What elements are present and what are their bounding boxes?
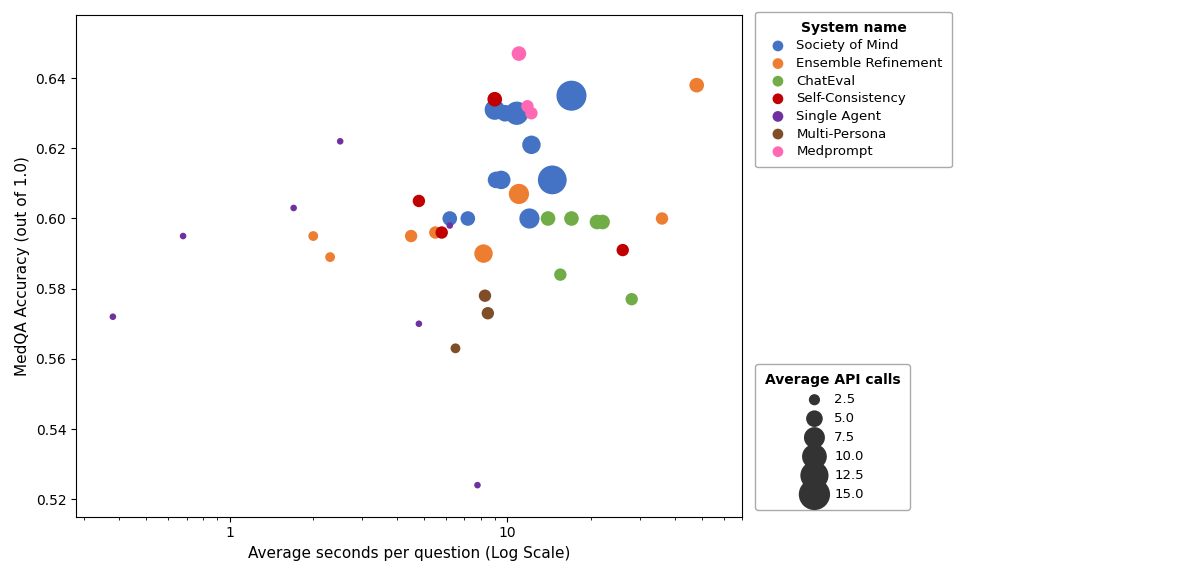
Point [518, 101, 537, 111]
Point [522, 109, 541, 118]
Point [432, 228, 451, 237]
Point [468, 480, 487, 490]
Point [522, 140, 541, 149]
Point [304, 232, 322, 241]
Point [562, 214, 581, 223]
Point [426, 228, 445, 237]
Point [446, 344, 465, 353]
Legend: 2.5, 5.0, 7.5, 10.0, 12.5, 15.0: 2.5, 5.0, 7.5, 10.0, 12.5, 15.0 [756, 364, 909, 510]
X-axis label: Average seconds per question (Log Scale): Average seconds per question (Log Scale) [248, 546, 570, 561]
Point [485, 105, 504, 115]
Point [653, 214, 672, 223]
Point [539, 214, 557, 223]
Point [487, 175, 505, 184]
Point [509, 49, 528, 58]
Point [441, 214, 459, 223]
Point [174, 232, 193, 241]
Point [508, 109, 527, 118]
Point [687, 81, 706, 90]
Point [587, 217, 606, 226]
Point [478, 309, 497, 318]
Y-axis label: MedQA Accuracy (out of 1.0): MedQA Accuracy (out of 1.0) [15, 156, 30, 376]
Point [543, 175, 562, 184]
Point [476, 291, 495, 300]
Point [509, 190, 528, 199]
Point [441, 221, 459, 230]
Point [458, 214, 477, 223]
Point [285, 203, 304, 213]
Point [485, 94, 504, 104]
Point [593, 217, 612, 226]
Point [613, 245, 632, 255]
Point [104, 312, 123, 321]
Point [410, 196, 429, 206]
Point [402, 232, 420, 241]
Point [562, 91, 581, 100]
Point [321, 252, 340, 262]
Point [474, 249, 492, 258]
Point [622, 294, 641, 304]
Point [410, 319, 429, 328]
Point [496, 109, 515, 118]
Point [491, 175, 510, 184]
Point [550, 270, 569, 279]
Point [331, 137, 350, 146]
Point [520, 214, 539, 223]
